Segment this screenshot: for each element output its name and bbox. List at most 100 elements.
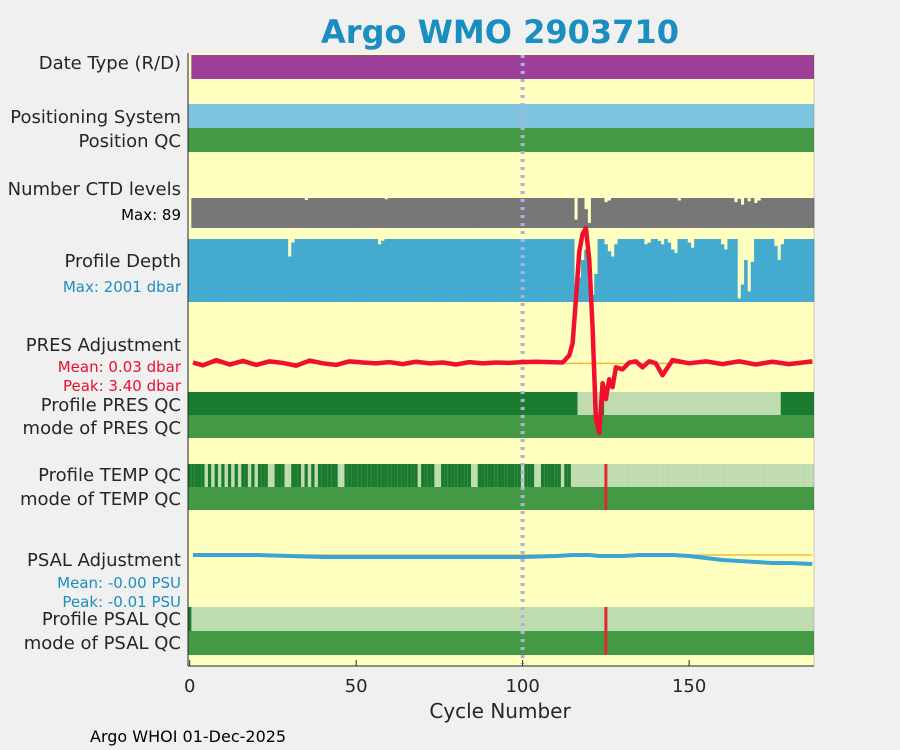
profile-temp-qc-cell xyxy=(347,464,352,487)
profile-temp-qc-cell xyxy=(331,464,335,487)
profile-temp-qc-cell xyxy=(590,464,595,487)
ctd-level-bar xyxy=(384,199,389,228)
ctd-level-bar xyxy=(634,198,638,228)
ctd-level-bar xyxy=(790,198,795,228)
label-date-type: Date Type (R/D) xyxy=(39,53,181,74)
ctd-level-bar xyxy=(687,198,692,228)
qc-marker xyxy=(604,607,608,655)
profile-depth-bar xyxy=(677,239,682,302)
date-type-band xyxy=(191,55,815,79)
profile-depth-bar xyxy=(760,239,765,302)
profile-temp-qc-cell xyxy=(600,464,605,487)
profile-depth-bar xyxy=(607,251,612,302)
ctd-level-bar xyxy=(620,198,625,228)
ctd-level-bar xyxy=(204,198,209,228)
profile-temp-qc-cell xyxy=(674,464,678,487)
profile-depth-bar xyxy=(194,239,199,302)
profile-depth-bar xyxy=(317,239,322,302)
profile-depth-bar xyxy=(244,239,249,302)
ctd-level-bar xyxy=(381,198,385,228)
ctd-level-bar xyxy=(524,198,528,228)
profile-depth-bar xyxy=(201,239,205,302)
profile-depth-bar xyxy=(694,239,698,302)
profile-temp-qc-cell xyxy=(680,464,685,487)
ctd-level-bar xyxy=(407,198,412,228)
label-positioning-system: Positioning System xyxy=(10,107,181,128)
ctd-level-bar xyxy=(550,198,555,228)
ctd-level-bar xyxy=(710,198,715,228)
profile-depth-bar xyxy=(487,239,492,302)
profile-depth-bar xyxy=(451,239,455,302)
ctd-level-bar xyxy=(477,198,482,228)
ctd-level-bar xyxy=(454,198,459,228)
profile-temp-qc-cell xyxy=(810,464,814,487)
ctd-level-bar xyxy=(277,198,282,228)
profile-depth-bar xyxy=(291,242,295,302)
profile-temp-qc-cell xyxy=(744,464,748,487)
profile-depth-bar xyxy=(687,242,692,302)
profile-depth-bar xyxy=(321,239,325,302)
profile-depth-bar xyxy=(284,239,289,302)
profile-temp-qc-cell xyxy=(790,464,795,487)
profile-depth-bar xyxy=(577,277,582,302)
profile-temp-qc-cell xyxy=(307,464,312,487)
ctd-level-bar xyxy=(657,198,662,228)
ctd-level-bar xyxy=(547,198,552,228)
profile-depth-bar xyxy=(647,242,652,302)
ctd-level-bar xyxy=(584,209,588,228)
ctd-level-bar xyxy=(191,198,195,228)
profile-temp-qc-cell xyxy=(284,464,288,487)
profile-depth-bar xyxy=(224,239,229,302)
profile-depth-bar xyxy=(374,239,379,302)
ctd-level-bar xyxy=(787,198,791,228)
ctd-level-bar xyxy=(517,198,522,228)
profile-temp-qc-cell xyxy=(624,464,628,487)
profile-temp-qc-cell xyxy=(730,464,735,487)
profile-depth-bar xyxy=(667,242,672,302)
ctd-level-bar xyxy=(644,198,648,228)
profile-depth-bar xyxy=(351,239,355,302)
profile-depth-bar xyxy=(777,260,782,302)
ctd-level-bar xyxy=(467,198,472,228)
ctd-level-bar xyxy=(291,198,295,228)
profile-temp-qc-cell xyxy=(314,464,318,487)
profile-depth-bar xyxy=(387,239,392,302)
ctd-level-bar xyxy=(324,198,329,228)
profile-depth-bar xyxy=(407,239,412,302)
profile-depth-bar xyxy=(437,239,442,302)
ctd-level-bar xyxy=(501,198,505,228)
profile-temp-qc-cell xyxy=(387,464,392,487)
profile-depth-bar xyxy=(654,239,658,302)
profile-temp-qc-cell xyxy=(271,464,275,487)
ctd-level-bar xyxy=(464,198,469,228)
profile-depth-bar xyxy=(311,239,315,302)
profile-temp-qc-cell xyxy=(530,464,535,487)
x-axis: Cycle Number 0 50 100 150 xyxy=(184,53,815,723)
profile-temp-qc-cell xyxy=(694,464,698,487)
profile-temp-qc-cell xyxy=(234,464,238,487)
profile-depth-bar xyxy=(650,239,655,302)
profile-depth-bar xyxy=(624,239,628,302)
ctd-level-bar xyxy=(727,198,732,228)
ctd-level-bar xyxy=(351,198,355,228)
ctd-level-bar xyxy=(437,198,442,228)
profile-temp-qc-cell xyxy=(784,464,788,487)
ctd-level-bar xyxy=(747,201,752,228)
profile-depth-bar xyxy=(294,239,299,302)
ctd-level-bar xyxy=(740,204,745,228)
profile-temp-qc-cell xyxy=(690,464,695,487)
profile-depth-bar xyxy=(307,239,312,302)
ctd-level-bar xyxy=(590,198,595,228)
ctd-level-bar xyxy=(421,198,425,228)
profile-depth-bar xyxy=(494,239,498,302)
ctd-level-bar xyxy=(650,198,655,228)
profile-temp-qc-cell xyxy=(377,464,382,487)
profile-temp-qc-cell xyxy=(334,464,338,487)
profile-temp-qc-cell xyxy=(557,464,561,487)
profile-temp-qc-cell xyxy=(587,464,591,487)
x-tick-label: 100 xyxy=(505,676,539,697)
profile-temp-qc-cell xyxy=(247,464,252,487)
ctd-level-bar xyxy=(281,198,285,228)
ctd-level-bar xyxy=(247,198,252,228)
